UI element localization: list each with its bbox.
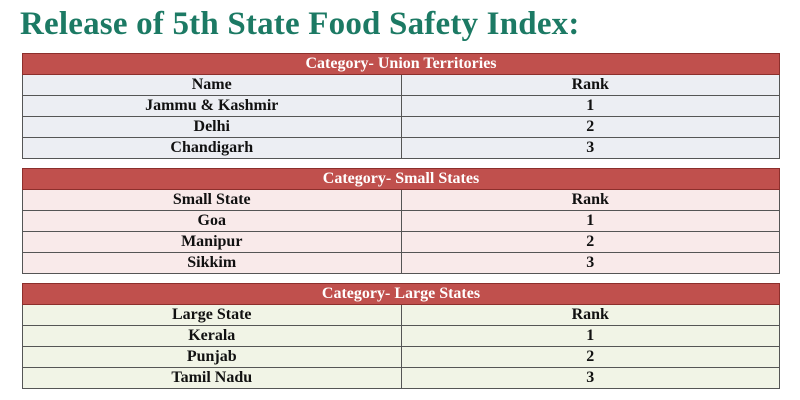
category-header: Category- Small States (22, 168, 780, 190)
table-header-row: Large State Rank (22, 304, 780, 326)
table-row: Chandigarh 3 (22, 137, 780, 159)
column-header-name: Small State (22, 189, 402, 211)
row-name: Goa (22, 210, 402, 232)
table-header-row: Name Rank (22, 74, 780, 96)
table-row: Punjab 2 (22, 346, 780, 368)
category-header: Category- Large States (22, 283, 780, 305)
table-row: Goa 1 (22, 210, 780, 232)
row-name: Jammu & Kashmir (22, 95, 402, 117)
column-header-rank: Rank (400, 304, 780, 326)
column-header-name: Name (22, 74, 402, 96)
row-rank: 2 (400, 116, 780, 138)
category-header: Category- Union Territories (22, 53, 780, 75)
row-rank: 2 (400, 231, 780, 253)
table-row: Delhi 2 (22, 116, 780, 138)
page-title: Release of 5th State Food Safety Index: (20, 6, 580, 42)
table-large-states: Category- Large States Large State Rank … (22, 283, 780, 389)
table-small-states: Category- Small States Small State Rank … (22, 168, 780, 274)
table-row: Kerala 1 (22, 325, 780, 347)
row-rank: 3 (400, 252, 780, 274)
row-name: Sikkim (22, 252, 402, 274)
column-header-name: Large State (22, 304, 402, 326)
row-name: Delhi (22, 116, 402, 138)
row-rank: 1 (400, 95, 780, 117)
table-row: Tamil Nadu 3 (22, 367, 780, 389)
row-rank: 2 (400, 346, 780, 368)
row-name: Chandigarh (22, 137, 402, 159)
table-row: Manipur 2 (22, 231, 780, 253)
row-rank: 1 (400, 325, 780, 347)
row-name: Punjab (22, 346, 402, 368)
row-name: Kerala (22, 325, 402, 347)
row-rank: 3 (400, 137, 780, 159)
column-header-rank: Rank (400, 74, 780, 96)
row-rank: 1 (400, 210, 780, 232)
column-header-rank: Rank (400, 189, 780, 211)
table-row: Jammu & Kashmir 1 (22, 95, 780, 117)
row-rank: 3 (400, 367, 780, 389)
table-union-territories: Category- Union Territories Name Rank Ja… (22, 53, 780, 159)
row-name: Manipur (22, 231, 402, 253)
table-row: Sikkim 3 (22, 252, 780, 274)
row-name: Tamil Nadu (22, 367, 402, 389)
table-header-row: Small State Rank (22, 189, 780, 211)
